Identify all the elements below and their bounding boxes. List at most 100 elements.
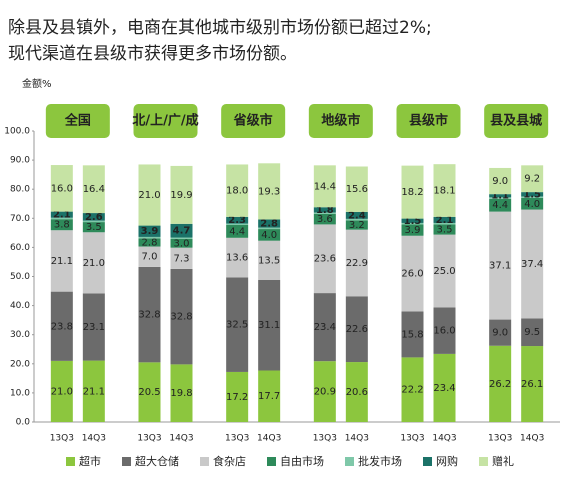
bar-segment [50,165,73,212]
value-label: 25.0 [433,266,455,277]
bar-segment [345,220,368,230]
group-header-box [133,104,198,138]
bar-segment [50,291,73,361]
x-tick-label: 13Q3 [313,434,337,444]
value-label: 15.8 [401,329,423,340]
bar-segment [82,213,105,221]
value-label: 3.5 [437,225,453,236]
value-label: 26.0 [401,269,423,280]
bar-segment [401,165,424,219]
value-label: 21.1 [83,386,105,397]
bar-segment [258,227,281,230]
chart-title: 除县及县镇外，电商在其他城市级别市场份额已超过2%; [8,18,432,38]
bar-segment [521,318,544,347]
bar-segment [82,293,105,361]
bar-segment [226,277,249,372]
value-label: 23.4 [314,322,336,333]
bar-segment [521,197,544,210]
value-label: 2.3 [228,215,246,226]
bar-segment [258,240,281,280]
bar-segment [226,216,249,224]
bar-segment [226,164,249,217]
bar-segment [170,237,193,239]
x-tick-label: 14Q3 [345,434,369,444]
value-label: 17.7 [258,391,280,402]
value-label: 20.5 [138,387,160,398]
group-header: 县及县城 [490,113,542,129]
value-label: 15.6 [346,184,368,195]
bar-segment [345,166,368,212]
legend-swatch [122,457,131,466]
bar-segment [489,319,512,346]
value-label: 26.2 [489,379,511,390]
bar-segment [313,213,336,225]
bar-segment [489,211,512,320]
group-header-box [45,104,110,138]
y-tick-label: 20.0 [10,359,30,369]
value-label: 22.6 [346,324,368,335]
bar-segment [138,266,161,363]
bar-segment [521,346,544,422]
value-label: 14.4 [314,181,336,192]
value-label: 17.2 [226,392,248,403]
bar-segment [345,296,368,363]
x-tick-label: 13Q3 [225,434,249,444]
bar-segment [138,164,161,226]
value-label: 23.4 [433,383,455,394]
y-axis-title: 金额% [22,77,52,90]
bar-segment [258,219,281,228]
bar-segment [401,357,424,422]
bar-segment [345,362,368,422]
value-label: 4.4 [492,200,508,211]
bar-segment [433,353,456,422]
group-header-box [484,104,549,138]
bar-segment [258,370,281,422]
bar-segment [313,207,336,213]
y-tick-label: 90.0 [10,156,30,166]
value-label: 31.1 [258,320,280,331]
bar-segment [258,279,281,371]
chart-subtitle: 现代渠道在县级市获得更多市场份额。 [8,44,297,64]
bar-segment [82,360,105,422]
value-label: 16.0 [51,183,73,194]
group-header: 地级市 [321,113,360,129]
y-tick-label: 30.0 [10,330,30,340]
bar-segment [82,222,105,233]
value-label: 37.1 [489,261,511,272]
value-label: 9.2 [524,174,540,185]
legend-swatch [345,457,354,466]
bar-segment [82,220,105,223]
legend-label: 赠礼 [492,454,514,468]
value-label: 21.0 [83,258,105,269]
bar-segment [170,247,193,269]
bar-segment [521,165,544,193]
value-label: 13.6 [226,253,248,264]
value-label: 2.8 [142,237,158,248]
bar-segment [345,218,368,221]
value-label: 23.6 [314,254,336,265]
bar-segment [401,235,424,312]
value-label: 18.1 [433,186,455,197]
bar-segment [313,293,336,362]
value-label: 4.0 [261,230,277,241]
bar-segment [313,165,336,208]
value-label: 2.1 [53,210,71,221]
value-label: 21.1 [51,256,73,267]
value-label: 13.5 [258,255,280,266]
bar-segment [138,238,161,247]
value-label: 1.1 [491,191,509,202]
y-tick-label: 100.0 [4,127,30,137]
group-header: 全国 [64,113,91,129]
value-label: 3.0 [174,238,190,249]
bar-segment [50,217,73,220]
bar-segment [226,371,249,422]
bar-segment [489,194,512,198]
bar-segment [50,230,73,292]
value-label: 2.8 [260,219,278,230]
value-label: 32.8 [170,312,192,323]
bar-segment [345,229,368,297]
group-header-box [221,104,286,138]
x-tick-label: 14Q3 [169,434,193,444]
